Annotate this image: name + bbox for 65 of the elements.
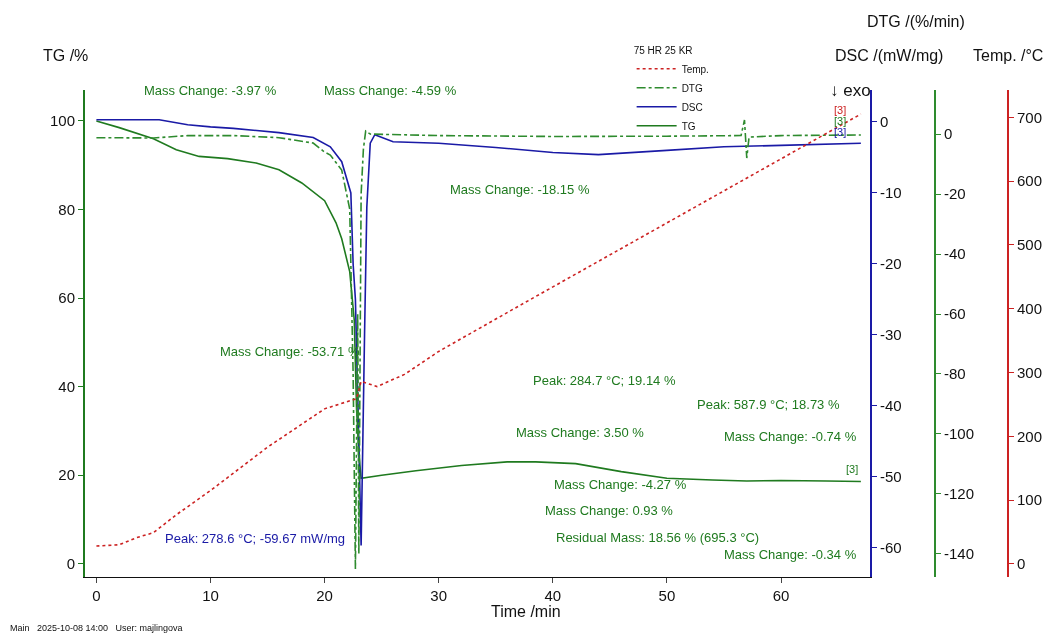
y-tick-label: 600 <box>1017 172 1043 190</box>
y-tick-label: 0 <box>1017 555 1026 573</box>
annotation: Mass Change: -3.97 % <box>144 83 277 98</box>
x-tick-label: 30 <box>430 587 448 604</box>
x-tick-label: 0 <box>92 587 101 604</box>
y-tick-label: 500 <box>1017 236 1043 254</box>
y2-tick-label: -10 <box>880 184 902 202</box>
y3-tick-label: -120 <box>944 485 975 503</box>
y3-tick-label: 0 <box>944 125 953 143</box>
legend-label: DTG <box>681 82 703 94</box>
annotation: Mass Change: -0.34 % <box>724 547 857 562</box>
y-tick-label: 40 <box>58 377 75 395</box>
y-tick-label: 0 <box>66 554 75 572</box>
y2-tick-label: -50 <box>880 468 902 486</box>
y-tick-label: 400 <box>1017 299 1043 317</box>
y2-tick-label: -30 <box>880 326 902 344</box>
y3-tick-label: -80 <box>944 365 966 383</box>
y-tick-label: 60 <box>58 289 75 307</box>
annotation: Mass Change: 0.93 % <box>545 503 674 518</box>
annotation: Peak: 587.9 °C; 18.73 % <box>697 397 840 412</box>
y-tick-label: 80 <box>58 200 75 218</box>
annotation: [3] <box>846 463 859 475</box>
legend-title: 75 HR 25 KR <box>633 45 693 57</box>
annotation: Mass Change: -18.15 % <box>450 182 590 197</box>
y-tick-label: 20 <box>58 466 75 484</box>
text: Main 2025-10-08 14:00 User: majlingova <box>10 623 183 633</box>
y-tick-label: 100 <box>1017 491 1043 509</box>
y2-tick-label: 0 <box>880 113 889 131</box>
legend-label: Temp. <box>681 63 709 75</box>
annotation: ↓ exo <box>830 81 871 100</box>
annotation: Peak: 284.7 °C; 19.14 % <box>533 373 676 388</box>
y3-tick-label: -20 <box>944 185 966 203</box>
y-axis-title: TG /% <box>43 47 89 64</box>
y-tick-label: 300 <box>1017 363 1043 381</box>
y2-axis-title: DSC /(mW/mg) <box>835 47 944 64</box>
x-axis-title: Time /min <box>491 603 561 620</box>
y3-axis-title: DTG /(%/min) <box>867 13 965 30</box>
annotation: Mass Change: -4.27 % <box>554 477 687 492</box>
y-tick-label: 700 <box>1017 108 1043 126</box>
legend-label: DSC <box>681 101 703 113</box>
y-tick-label: 200 <box>1017 427 1043 445</box>
y3-tick-label: -140 <box>944 545 975 563</box>
annotation: Peak: 278.6 °C; -59.67 mW/mg <box>165 531 346 546</box>
x-tick-label: 60 <box>772 587 790 604</box>
x-tick-label: 20 <box>316 587 333 604</box>
y2-tick-label: -40 <box>880 397 902 415</box>
x-tick-label: 40 <box>544 587 562 604</box>
annotation: Residual Mass: 18.56 % (695.3 °C) <box>556 530 760 545</box>
y-tick-label: 100 <box>49 112 75 130</box>
x-tick-label: 10 <box>202 587 219 604</box>
y-axis-title: Temp. /°C <box>973 47 1044 64</box>
annotation: Mass Change: -0.74 % <box>724 429 857 444</box>
annotation: Mass Change: 3.50 % <box>516 425 645 440</box>
y3-tick-label: -100 <box>944 425 975 443</box>
annotation: [3] <box>834 126 847 138</box>
annotation: [3] <box>834 115 847 127</box>
y3-tick-label: -40 <box>944 245 966 263</box>
annotation: [3] <box>834 104 847 116</box>
annotation: Mass Change: -53.71 % <box>220 344 360 359</box>
y2-tick-label: -60 <box>880 539 902 557</box>
annotation: Mass Change: -4.59 % <box>324 83 457 98</box>
legend-label: TG <box>681 120 696 132</box>
y2-tick-label: -20 <box>880 255 902 273</box>
x-tick-label: 50 <box>658 587 676 604</box>
y3-tick-label: -60 <box>944 305 966 323</box>
